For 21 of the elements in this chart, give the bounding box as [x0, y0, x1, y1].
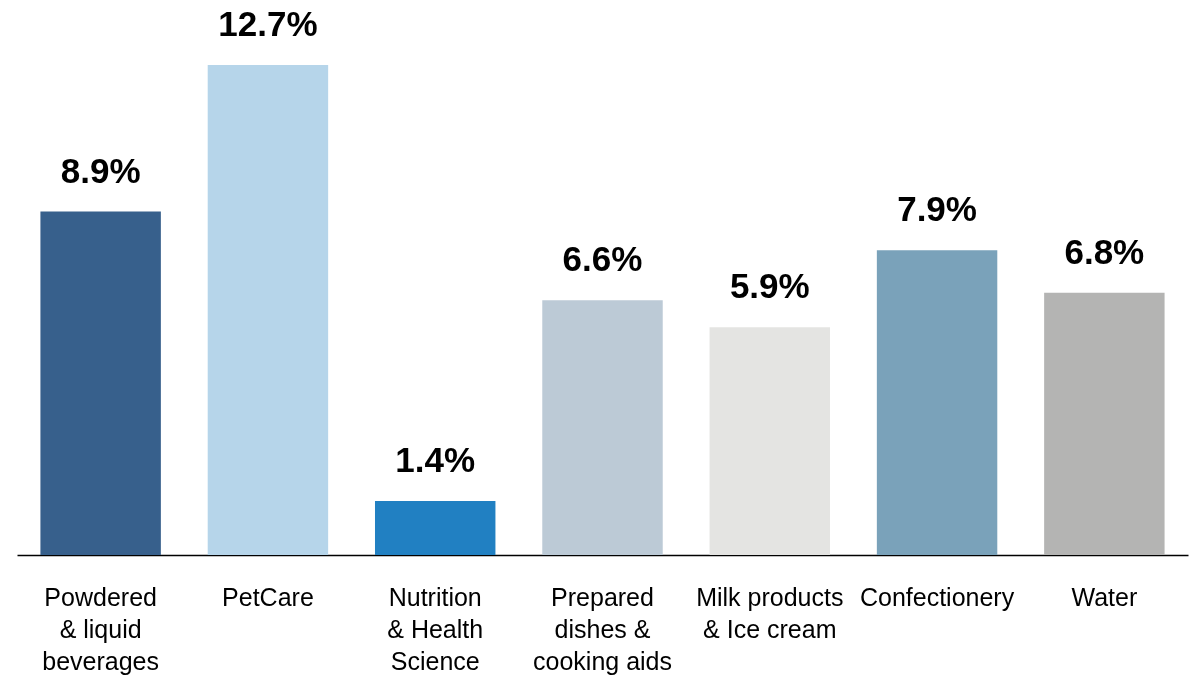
data-label: 1.4% [395, 439, 476, 479]
data-label: 8.9% [60, 150, 141, 190]
bar [374, 500, 496, 555]
data-label: 5.9% [729, 266, 810, 306]
data-label: 12.7% [218, 4, 318, 43]
data-label: 6.8% [1064, 231, 1145, 271]
x-tick-label: Milk products & Ice cream [696, 582, 844, 643]
data-label: 7.9% [897, 189, 977, 229]
x-tick-label: Nutrition & Health Science [387, 582, 484, 675]
x-tick-label: Confectionery [859, 582, 1015, 611]
data-label: 6.6% [562, 239, 643, 279]
bar [709, 327, 831, 555]
x-tick-label: Water [1071, 582, 1138, 611]
bar [40, 211, 161, 555]
x-tick-label: Powdered & liquid beverages [42, 582, 160, 675]
x-tick-label: Prepared dishes & cooking aids [533, 582, 672, 675]
bar [207, 65, 329, 555]
bar [876, 250, 998, 555]
bar [1044, 292, 1165, 555]
bar [542, 300, 663, 555]
x-tick-label: PetCare [222, 582, 314, 611]
